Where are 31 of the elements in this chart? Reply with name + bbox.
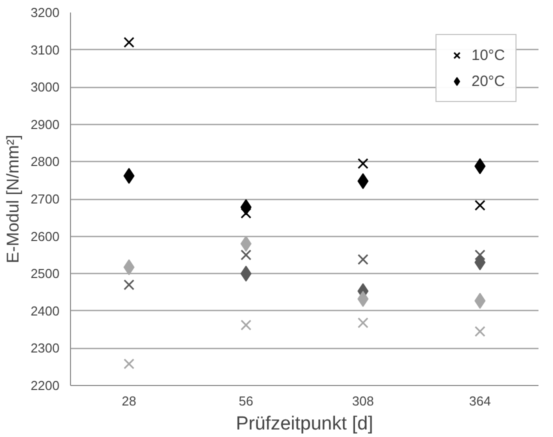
point bbox=[124, 358, 134, 370]
y-tick-label: 2500 bbox=[30, 266, 60, 282]
legend-label: 10°C bbox=[471, 46, 505, 64]
point bbox=[474, 200, 486, 211]
x-axis-title: Prüfzeitpunkt [d] bbox=[236, 414, 374, 434]
legend-label: 20°C bbox=[471, 72, 505, 90]
point bbox=[358, 317, 368, 328]
y-tick-label: 2400 bbox=[30, 303, 60, 318]
point bbox=[240, 250, 252, 260]
x-tick-label: 364 bbox=[469, 394, 491, 408]
point bbox=[358, 254, 368, 265]
point bbox=[124, 279, 134, 290]
point bbox=[240, 208, 252, 219]
y-tick-label: 2300 bbox=[30, 340, 60, 356]
x-tick-label: 56 bbox=[238, 394, 254, 408]
y-tick-label: 3200 bbox=[30, 5, 60, 20]
y-tick-label: 3000 bbox=[30, 80, 60, 95]
point bbox=[124, 36, 134, 48]
point bbox=[358, 158, 368, 169]
point bbox=[474, 250, 486, 260]
y-tick-label: 2900 bbox=[30, 116, 60, 132]
x-tick-label: 308 bbox=[352, 394, 374, 408]
x-tick-label: 28 bbox=[122, 394, 136, 408]
y-axis-title: E-Modul [N/mm²] bbox=[4, 134, 23, 264]
y-tick-label: 3100 bbox=[30, 42, 60, 58]
y-tick-label: 2600 bbox=[30, 228, 60, 244]
point bbox=[474, 326, 486, 337]
y-tick-label: 2700 bbox=[30, 192, 60, 206]
point bbox=[240, 320, 252, 330]
y-tick-label: 2800 bbox=[30, 154, 60, 170]
y-tick-label: 2200 bbox=[30, 378, 60, 393]
